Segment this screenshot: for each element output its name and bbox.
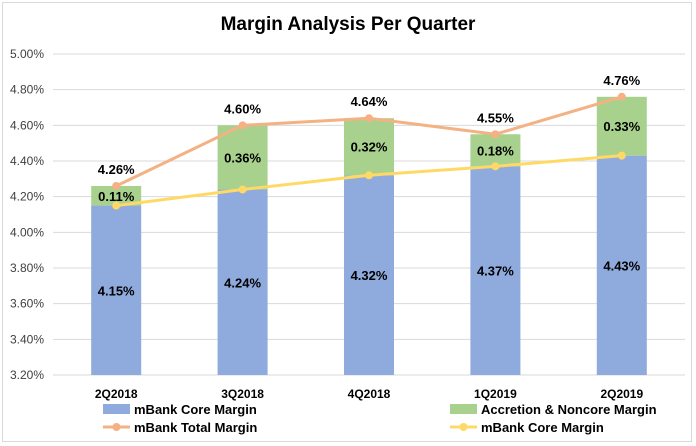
x-tick-label: 1Q2019 bbox=[474, 387, 517, 401]
core-data-label: 4.37% bbox=[477, 264, 514, 279]
bar-accretion bbox=[470, 134, 521, 167]
legend-swatch-core-bar bbox=[103, 404, 130, 414]
core-data-label: 4.43% bbox=[603, 258, 640, 273]
bar-core bbox=[344, 175, 394, 375]
bar-accretion bbox=[596, 96, 647, 156]
total-margin-marker bbox=[112, 181, 121, 190]
total-margin-marker bbox=[238, 121, 247, 130]
core-margin-marker bbox=[491, 162, 500, 171]
core-data-label: 4.32% bbox=[351, 268, 388, 283]
total-data-label: 4.55% bbox=[477, 110, 514, 125]
y-tick-label: 5.00% bbox=[10, 47, 44, 61]
legend-label: mBank Core Margin bbox=[481, 420, 604, 435]
y-tick-label: 3.60% bbox=[10, 297, 44, 311]
y-tick-label: 4.00% bbox=[10, 225, 44, 239]
y-tick-label: 3.40% bbox=[10, 332, 44, 346]
accretion-data-label: 0.36% bbox=[224, 150, 261, 165]
legend-label: mBank Total Margin bbox=[134, 420, 257, 435]
bar-core bbox=[470, 166, 521, 375]
x-tick-label: 2Q2019 bbox=[600, 387, 643, 401]
total-data-label: 4.60% bbox=[224, 101, 261, 116]
total-margin-marker bbox=[491, 130, 500, 139]
x-tick-label: 3Q2018 bbox=[221, 387, 264, 401]
accretion-data-label: 0.32% bbox=[351, 140, 388, 155]
accretion-data-label: 0.11% bbox=[98, 189, 135, 204]
total-margin-marker bbox=[617, 92, 626, 101]
y-tick-label: 4.80% bbox=[10, 83, 44, 97]
core-data-label: 4.15% bbox=[98, 283, 135, 298]
bar-core bbox=[217, 189, 268, 375]
legend-swatch-accretion bbox=[450, 404, 477, 414]
y-tick-label: 4.60% bbox=[10, 118, 44, 132]
legend-label: mBank Core Margin bbox=[134, 402, 257, 417]
x-tick-label: 4Q2018 bbox=[348, 387, 391, 401]
x-tick-label: 2Q2018 bbox=[95, 387, 138, 401]
y-tick-label: 4.20% bbox=[10, 190, 44, 204]
bar-core bbox=[91, 205, 142, 375]
bar-accretion bbox=[217, 125, 268, 190]
core-margin-marker bbox=[112, 201, 121, 210]
legend-marker-total bbox=[112, 423, 121, 431]
accretion-data-label: 0.18% bbox=[477, 143, 514, 158]
bar-accretion bbox=[91, 185, 142, 206]
legend-marker-core bbox=[459, 423, 468, 431]
legend-label: Accretion & Noncore Margin bbox=[481, 402, 657, 417]
chart-title: Margin Analysis Per Quarter bbox=[220, 14, 476, 35]
core-margin-marker bbox=[365, 171, 373, 180]
y-tick-label: 4.40% bbox=[10, 154, 44, 168]
core-margin-marker bbox=[238, 185, 247, 194]
y-tick-label: 3.80% bbox=[10, 261, 44, 275]
total-data-label: 4.64% bbox=[351, 94, 388, 109]
bar-accretion bbox=[344, 118, 394, 176]
total-data-label: 4.26% bbox=[98, 162, 135, 177]
y-tick-label: 3.20% bbox=[10, 368, 44, 382]
total-data-label: 4.76% bbox=[603, 73, 640, 88]
bar-core bbox=[596, 155, 647, 375]
core-data-label: 4.24% bbox=[224, 275, 261, 290]
total-margin-marker bbox=[365, 114, 373, 123]
chart-frame bbox=[2, 2, 692, 442]
accretion-data-label: 0.33% bbox=[603, 119, 640, 134]
core-margin-marker bbox=[617, 151, 626, 160]
